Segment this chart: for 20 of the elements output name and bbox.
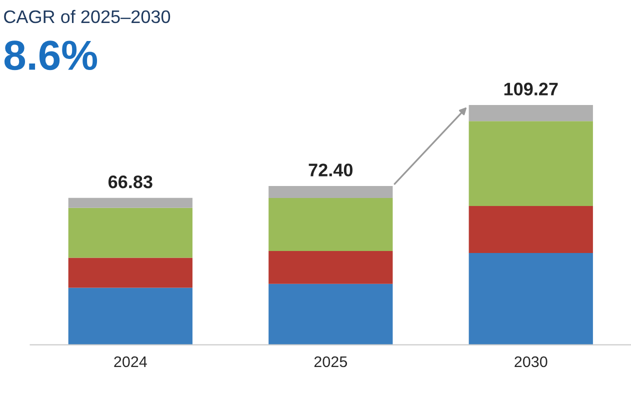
- bar: [68, 288, 192, 345]
- chart-title: CAGR of 2025–2030: [4, 10, 170, 24]
- bar: [268, 186, 393, 198]
- bar: [468, 252, 593, 345]
- bar: [68, 258, 192, 288]
- x-tick-label: 2025: [314, 356, 347, 368]
- annotation: 66.83: [108, 175, 152, 188]
- bar: [468, 121, 593, 206]
- bar: [268, 250, 393, 284]
- bar: [268, 198, 393, 251]
- annotation: 72.40: [308, 164, 352, 176]
- x-tick-label: 2024: [114, 356, 147, 368]
- bar: [468, 105, 593, 122]
- x-tick-label: 2030: [514, 356, 548, 368]
- annotation: 109.27: [504, 82, 558, 96]
- bar: [468, 206, 593, 253]
- chart-subtitle: 8.6%: [4, 40, 98, 70]
- bar: [68, 208, 192, 258]
- bar: [268, 284, 393, 345]
- bar: [68, 198, 192, 208]
